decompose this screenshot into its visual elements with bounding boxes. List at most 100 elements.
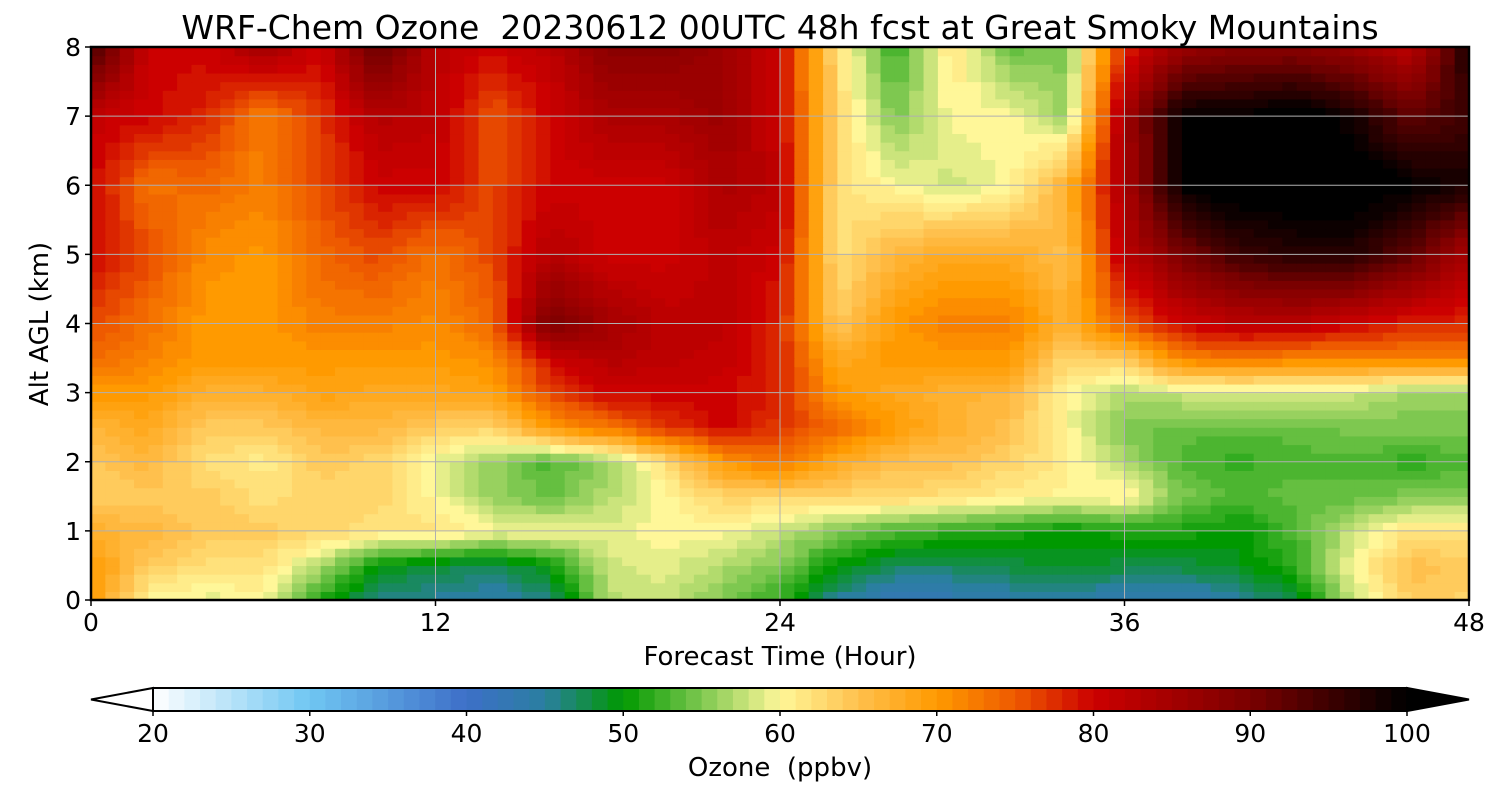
heatmap-cell bbox=[564, 487, 580, 497]
heatmap-cell bbox=[1210, 513, 1226, 523]
heatmap-cell bbox=[1167, 306, 1183, 316]
heatmap-cell bbox=[1454, 504, 1469, 515]
heatmap-cell bbox=[263, 202, 279, 212]
heatmap-cell bbox=[765, 461, 781, 471]
heatmap-cell bbox=[306, 228, 322, 238]
heatmap-cell bbox=[937, 435, 953, 446]
heatmap-cell bbox=[665, 383, 681, 394]
heatmap-cell bbox=[1095, 548, 1111, 558]
heatmap-cell bbox=[593, 461, 609, 471]
heatmap-cell bbox=[1368, 332, 1384, 342]
heatmap-cell bbox=[808, 358, 824, 368]
heatmap-cell bbox=[823, 150, 839, 160]
heatmap-cell bbox=[363, 375, 379, 385]
heatmap-cell bbox=[607, 556, 623, 567]
heatmap-cell bbox=[708, 167, 724, 178]
heatmap-cell bbox=[780, 392, 795, 402]
heatmap-cell bbox=[894, 254, 910, 264]
heatmap-cell bbox=[1425, 470, 1441, 480]
heatmap-cell bbox=[421, 314, 437, 325]
heatmap-cell bbox=[349, 383, 365, 394]
heatmap-cell bbox=[564, 565, 580, 575]
heatmap-cell bbox=[1296, 297, 1312, 307]
heatmap-cell bbox=[607, 470, 623, 480]
heatmap-cell bbox=[435, 193, 451, 204]
heatmap-cell bbox=[880, 159, 896, 169]
heatmap-cell bbox=[263, 496, 279, 506]
heatmap-cell bbox=[1339, 427, 1355, 437]
heatmap-cell bbox=[823, 237, 839, 247]
heatmap-cell bbox=[880, 185, 896, 195]
heatmap-cell bbox=[823, 513, 839, 523]
heatmap-cell bbox=[306, 453, 322, 463]
heatmap-cell bbox=[306, 193, 322, 204]
heatmap-cell bbox=[1124, 470, 1140, 480]
heatmap-cell bbox=[521, 504, 537, 515]
heatmap-cell bbox=[1052, 418, 1068, 428]
heatmap-cell bbox=[1181, 306, 1197, 316]
heatmap-cell bbox=[320, 565, 336, 575]
heatmap-cell bbox=[349, 461, 365, 471]
heatmap-cell bbox=[1210, 591, 1226, 600]
heatmap-cell bbox=[1009, 582, 1025, 592]
heatmap-cell bbox=[952, 427, 968, 437]
heatmap-cell bbox=[966, 591, 982, 600]
heatmap-cell bbox=[1397, 340, 1413, 351]
heatmap-cell bbox=[736, 470, 752, 480]
heatmap-cell bbox=[1009, 513, 1025, 523]
heatmap-cell bbox=[894, 479, 910, 489]
heatmap-cell bbox=[1397, 504, 1413, 515]
heatmap-cell bbox=[837, 254, 853, 264]
heatmap-cell bbox=[291, 237, 307, 247]
heatmap-cell bbox=[780, 582, 795, 592]
heatmap-cell bbox=[1067, 280, 1083, 290]
heatmap-cell bbox=[1009, 280, 1025, 290]
heatmap-cell bbox=[1411, 358, 1427, 368]
heatmap-cell bbox=[607, 539, 623, 549]
heatmap-cell bbox=[277, 513, 293, 523]
heatmap-cell bbox=[521, 366, 537, 376]
heatmap-cell bbox=[923, 211, 939, 221]
heatmap-cell bbox=[1268, 306, 1283, 316]
heatmap-cell bbox=[1038, 245, 1054, 255]
heatmap-cell bbox=[521, 185, 537, 195]
heatmap-cell bbox=[105, 366, 121, 376]
heatmap-cell bbox=[693, 548, 709, 558]
heatmap-cell bbox=[507, 271, 523, 281]
heatmap-cell bbox=[1296, 409, 1312, 420]
heatmap-cell bbox=[306, 496, 322, 506]
heatmap-cell bbox=[105, 479, 121, 489]
heatmap-cell bbox=[277, 340, 293, 351]
heatmap-cell bbox=[191, 176, 207, 186]
heatmap-cell bbox=[392, 263, 408, 273]
heatmap-cell bbox=[1067, 323, 1083, 333]
heatmap-cell bbox=[1368, 409, 1384, 420]
heatmap-cell bbox=[1009, 263, 1025, 273]
heatmap-cell bbox=[1354, 574, 1370, 584]
heatmap-cell bbox=[894, 263, 910, 273]
heatmap-cell bbox=[234, 159, 250, 169]
heatmap-cell bbox=[650, 522, 666, 532]
heatmap-cell bbox=[1224, 453, 1240, 463]
heatmap-cell bbox=[191, 453, 207, 463]
heatmap-cell bbox=[1354, 470, 1370, 480]
heatmap-cell bbox=[1454, 288, 1469, 299]
heatmap-cell bbox=[1196, 504, 1212, 515]
heatmap-cell bbox=[1339, 504, 1355, 515]
heatmap-cell bbox=[248, 487, 264, 497]
heatmap-cell bbox=[1239, 530, 1255, 541]
heatmap-cell bbox=[1196, 245, 1212, 255]
heatmap-cell bbox=[363, 280, 379, 290]
heatmap-cell bbox=[1440, 340, 1456, 351]
heatmap-cell bbox=[1354, 176, 1370, 186]
heatmap-cell bbox=[636, 530, 652, 541]
heatmap-cell bbox=[722, 565, 738, 575]
heatmap-cell bbox=[1440, 202, 1456, 212]
heatmap-cell bbox=[880, 297, 896, 307]
heatmap-cell bbox=[650, 375, 666, 385]
heatmap-cell bbox=[335, 202, 350, 212]
heatmap-cell bbox=[995, 513, 1011, 523]
heatmap-cell bbox=[665, 314, 681, 325]
heatmap-cell bbox=[1411, 470, 1427, 480]
heatmap-cell bbox=[1440, 159, 1456, 169]
